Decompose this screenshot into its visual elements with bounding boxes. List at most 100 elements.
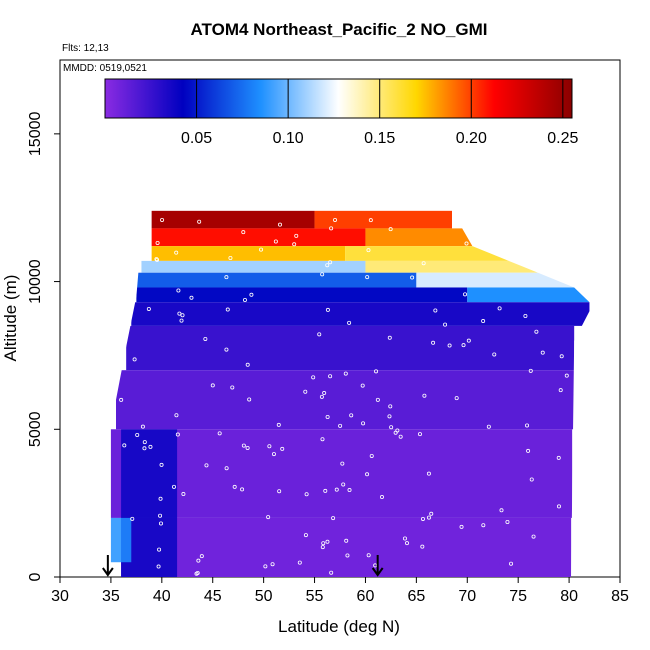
sample-point [388,404,393,409]
sample-point [556,455,561,460]
flight-arrows [102,555,384,577]
sample-point [204,463,209,468]
heatmap-cell [151,210,315,229]
sample-point [497,306,502,311]
x-axis: 30 35 40 45 50 55 60 65 70 75 80 85 [51,577,629,605]
sample-point [426,471,431,476]
heatmap-cell [110,429,573,518]
sample-point [156,564,161,569]
sample-point [559,259,564,264]
sample-point [443,322,448,327]
heatmap-cell [365,228,473,247]
sample-point [140,424,145,429]
date-annotation: MMDD: 0519,0521 [63,63,147,74]
sample-point [479,245,484,250]
sample-point [294,233,299,238]
sample-point [259,247,264,252]
sample-point [360,383,365,388]
sample-point [245,362,250,367]
sample-point [241,443,246,448]
y-tick-label: 0 [27,572,44,581]
x-tick-label: 45 [204,588,222,605]
sample-point [263,564,268,569]
sample-point [525,233,530,238]
sample-point [122,443,127,448]
flight-arrow-icon [102,555,114,577]
y-axis: 0 5000 10000 15000 [27,112,60,581]
sample-point [325,307,330,312]
sample-point [197,219,202,224]
flights-annotation: Flts: 12,13 [62,43,109,54]
colorbar-tick-label: 0.10 [273,130,304,147]
heatmap-cell [136,287,468,303]
sample-point [345,553,350,558]
sample-point [199,554,204,559]
sample-point [512,225,517,230]
sample-point [540,350,545,355]
sample-point [276,422,281,427]
sample-point [349,413,354,418]
heatmap-cell [151,246,346,261]
sample-point [486,424,491,429]
sample-point [556,504,561,509]
sample-point [426,515,431,520]
sample-point [331,516,336,521]
sample-point [429,511,434,516]
sample-point [464,241,469,246]
colorbar: 0.05 0.10 0.15 0.20 0.25 [104,78,579,147]
flight-arrow-icon [371,555,384,577]
sample-point [398,434,403,439]
heatmap-cell [314,210,452,229]
sample-point [277,222,282,227]
sample-point [180,313,185,318]
sample-point [549,225,554,230]
sample-point [304,492,309,497]
sample-point [271,452,276,457]
x-tick-label: 30 [51,588,69,605]
sample-point [267,444,272,449]
sample-point [338,423,343,428]
sample-point [461,343,466,348]
sample-point [171,484,176,489]
sample-point [323,488,328,493]
sample-point [387,335,392,340]
sample-point [146,306,151,311]
sample-point [273,239,278,244]
sample-point [379,495,384,500]
sample-point [509,561,514,566]
colorbar-ticks: 0.05 0.10 0.15 0.20 0.25 [181,79,579,147]
heatmap-cell [345,246,524,261]
sample-point [422,393,427,398]
sample-point [393,430,398,435]
sample-point [122,301,127,306]
sample-point [328,374,333,379]
sample-point [247,397,252,402]
heatmap-cell [136,272,417,288]
sample-point [344,538,349,543]
heatmap-cell [151,228,366,247]
sample-point [158,496,163,501]
sample-point [142,440,147,445]
y-axis-label: Altitude (m) [1,275,20,362]
sample-point [317,332,322,337]
sample-point [228,255,233,260]
sample-point [130,516,135,521]
sample-point [280,446,285,451]
sample-point [135,432,140,437]
sample-point [270,562,275,567]
sample-point [242,297,247,302]
sample-point [481,523,486,528]
sample-point [389,425,394,430]
sample-point [241,230,246,235]
sample-point [366,248,371,253]
sample-point [154,257,159,262]
heatmap-cell [416,272,575,288]
sample-point [526,448,531,453]
sample-point [328,260,333,265]
sample-point [224,466,229,471]
sample-point [174,250,179,255]
colorbar-tick-label: 0.25 [547,130,578,147]
heatmap-cell [116,370,575,430]
heatmap-cell [365,260,575,273]
